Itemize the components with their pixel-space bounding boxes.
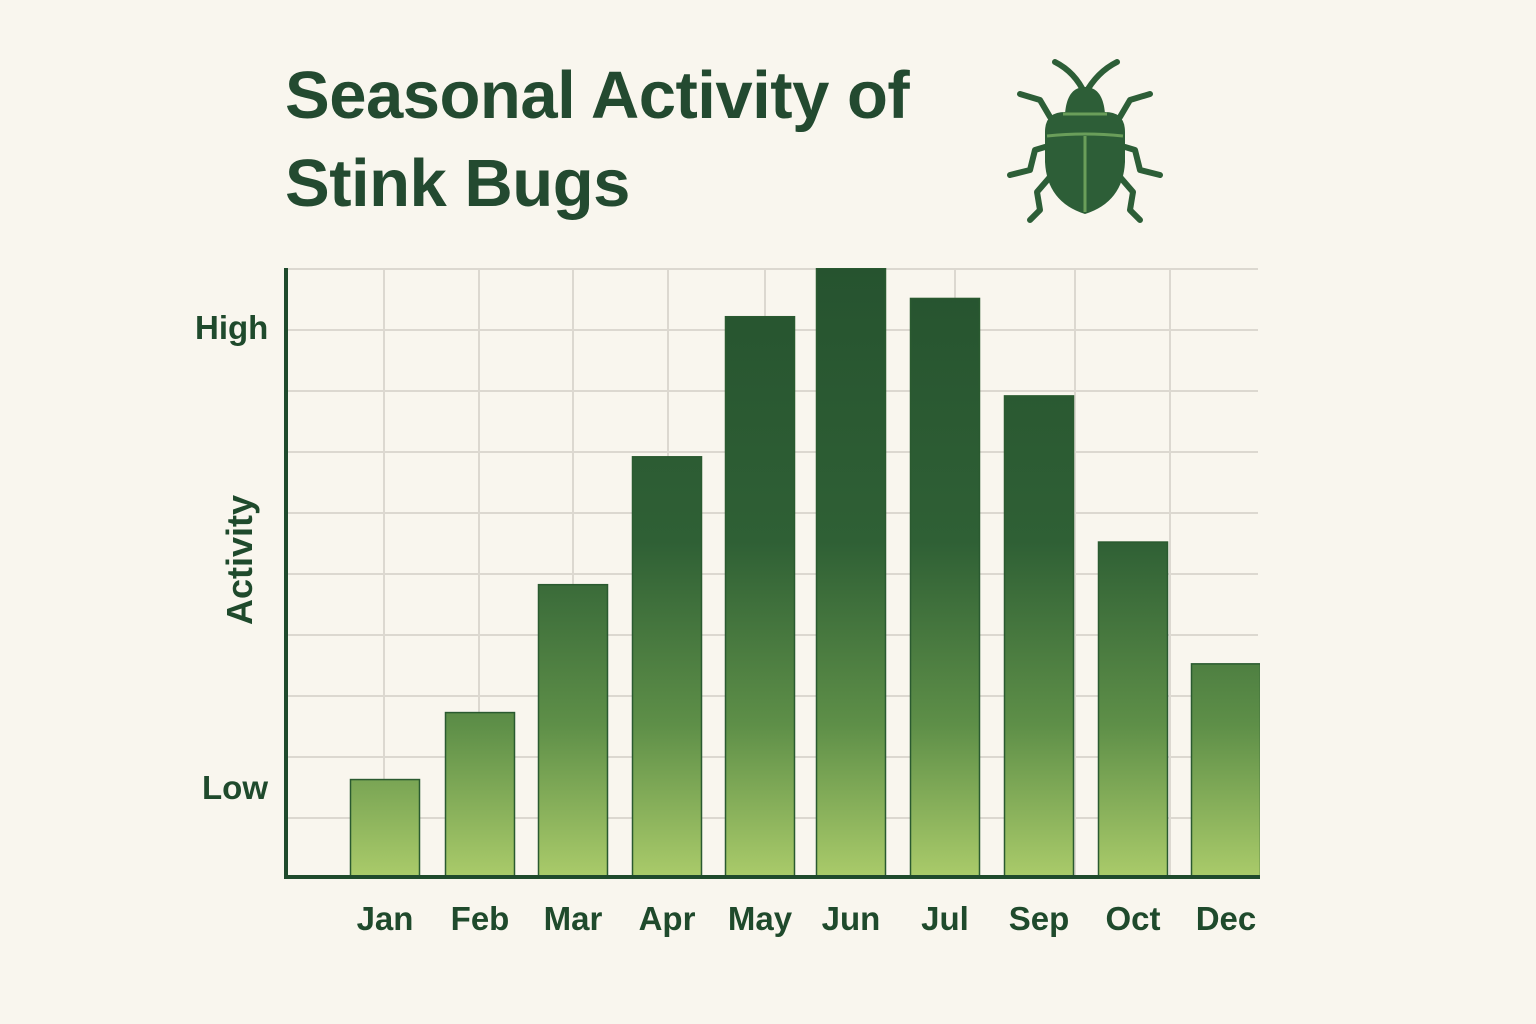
y-tick-low: Low <box>202 769 268 806</box>
plot-area <box>284 268 1260 880</box>
bar-dec <box>1190 663 1260 878</box>
x-tick-feb: Feb <box>450 900 510 937</box>
chart-title-line-2: Stink Bugs <box>285 146 630 221</box>
stink-bug-icon <box>1007 59 1163 223</box>
bars <box>349 268 1260 878</box>
bar-feb <box>444 711 516 878</box>
x-tick-oct: Oct <box>1105 900 1161 937</box>
x-tick-jun: Jun <box>821 900 881 937</box>
chart-title-line-1: Seasonal Activity of <box>285 58 910 133</box>
bar-sep <box>1003 395 1075 878</box>
bar-jul <box>909 297 981 878</box>
x-tick-jan: Jan <box>356 900 414 937</box>
x-tick-mar: Mar <box>543 900 603 937</box>
bar-jan <box>349 778 421 878</box>
x-tick-sep: Sep <box>1008 900 1070 937</box>
bar-chart <box>284 268 1260 879</box>
bar-jun <box>815 268 887 878</box>
chart-title: Seasonal Activity of Stink Bugs <box>285 52 910 228</box>
y-axis-title: Activity <box>219 494 260 626</box>
x-tick-may: May <box>727 900 793 937</box>
bar-may <box>724 315 796 878</box>
x-tick-apr: Apr <box>638 900 696 937</box>
y-tick-high: High <box>195 309 269 346</box>
x-tick-dec: Dec <box>1195 900 1257 937</box>
bar-apr <box>631 456 703 878</box>
x-tick-jul: Jul <box>921 900 969 937</box>
bar-oct <box>1097 541 1169 878</box>
bar-mar <box>537 583 609 878</box>
